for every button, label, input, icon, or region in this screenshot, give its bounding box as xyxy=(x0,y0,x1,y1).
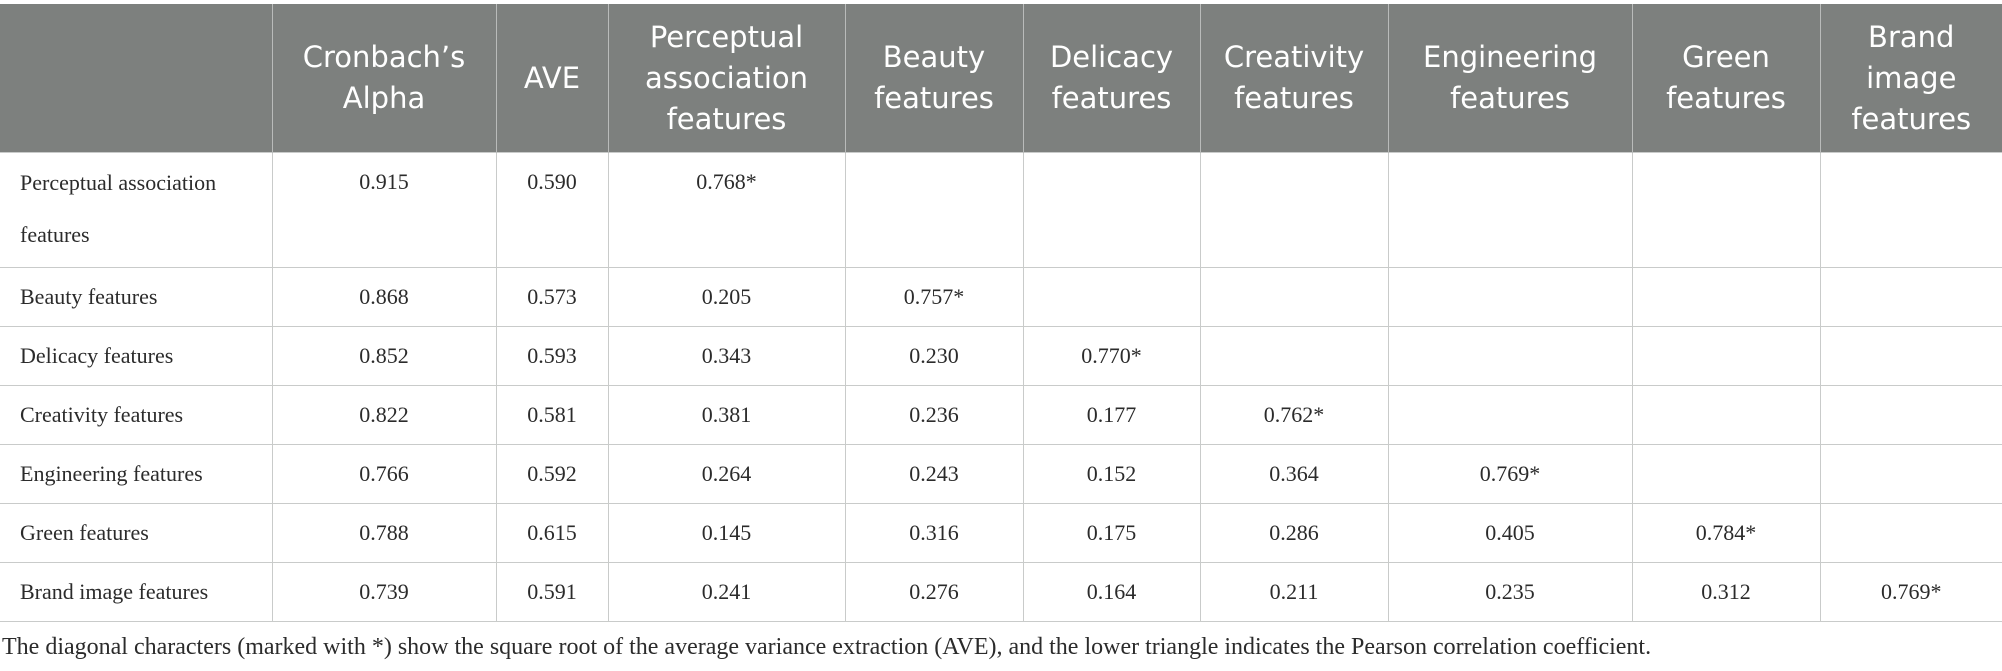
table-cell xyxy=(1819,267,2002,327)
table-cell: 0.230 xyxy=(844,326,1024,386)
table-cell: 0.164 xyxy=(1022,562,1201,622)
table-cell xyxy=(1631,267,1821,327)
table-cell xyxy=(1387,267,1633,327)
table-cell: 0.175 xyxy=(1022,503,1201,563)
table-cell: 0.768* xyxy=(607,152,846,268)
table-cell: 0.205 xyxy=(607,267,846,327)
table-cell: 0.286 xyxy=(1199,503,1389,563)
table-row: Engineering features 0.766 0.592 0.264 0… xyxy=(0,444,2002,504)
table-row: Creativity features 0.822 0.581 0.381 0.… xyxy=(0,385,2002,445)
row-label: Delicacy features xyxy=(0,326,273,386)
table-cell: 0.822 xyxy=(271,385,497,445)
table-cell: 0.152 xyxy=(1022,444,1201,504)
header-cell-beauty: Beauty features xyxy=(844,4,1024,153)
table-cell: 0.276 xyxy=(844,562,1024,622)
table-cell: 0.264 xyxy=(607,444,846,504)
table-cell: 0.769* xyxy=(1387,444,1633,504)
table-cell xyxy=(1819,503,2002,563)
table-cell xyxy=(1819,326,2002,386)
table-cell: 0.590 xyxy=(495,152,609,268)
table-cell xyxy=(1387,152,1633,268)
row-label: Perceptual association features xyxy=(0,152,273,268)
table-cell: 0.615 xyxy=(495,503,609,563)
table-cell: 0.852 xyxy=(271,326,497,386)
header-cell-creativity: Creativity features xyxy=(1199,4,1389,153)
table-cell: 0.241 xyxy=(607,562,846,622)
table-cell: 0.739 xyxy=(271,562,497,622)
table-cell xyxy=(1819,152,2002,268)
header-row: Cronbach’s Alpha AVE Perceptual associat… xyxy=(0,4,2002,153)
header-cell-perceptual-association: Perceptual association features xyxy=(607,4,846,153)
table-cell: 0.788 xyxy=(271,503,497,563)
table-cell: 0.593 xyxy=(495,326,609,386)
table-cell xyxy=(1631,444,1821,504)
table-cell xyxy=(1022,267,1201,327)
table-cell: 0.177 xyxy=(1022,385,1201,445)
table-cell xyxy=(1631,152,1821,268)
table-cell: 0.243 xyxy=(844,444,1024,504)
correlation-table: Cronbach’s Alpha AVE Perceptual associat… xyxy=(0,4,2002,622)
table-cell: 0.769* xyxy=(1819,562,2002,622)
header-cell-engineering: Engineering features xyxy=(1387,4,1633,153)
header-cell-delicacy: Delicacy features xyxy=(1022,4,1201,153)
table-cell: 0.235 xyxy=(1387,562,1633,622)
row-label: Green features xyxy=(0,503,273,563)
table-row: Delicacy features 0.852 0.593 0.343 0.23… xyxy=(0,326,2002,386)
header-cell-green: Green features xyxy=(1631,4,1821,153)
table-cell xyxy=(1631,326,1821,386)
table-cell xyxy=(844,152,1024,268)
table-cell xyxy=(1199,267,1389,327)
table-cell: 0.236 xyxy=(844,385,1024,445)
header-cell-cronbach-alpha: Cronbach’s Alpha xyxy=(271,4,497,153)
table-cell: 0.381 xyxy=(607,385,846,445)
table-cell xyxy=(1819,385,2002,445)
row-label: Creativity features xyxy=(0,385,273,445)
table-cell: 0.762* xyxy=(1199,385,1389,445)
table-row: Green features 0.788 0.615 0.145 0.316 0… xyxy=(0,503,2002,563)
table-cell: 0.573 xyxy=(495,267,609,327)
table-cell: 0.757* xyxy=(844,267,1024,327)
table-cell: 0.145 xyxy=(607,503,846,563)
row-label: Beauty features xyxy=(0,267,273,327)
table-cell xyxy=(1387,385,1633,445)
row-label: Engineering features xyxy=(0,444,273,504)
table-cell: 0.766 xyxy=(271,444,497,504)
table-cell: 0.343 xyxy=(607,326,846,386)
table-cell xyxy=(1631,385,1821,445)
table-cell: 0.316 xyxy=(844,503,1024,563)
table-cell xyxy=(1022,152,1201,268)
table-row: Beauty features 0.868 0.573 0.205 0.757* xyxy=(0,267,2002,327)
table-footnote: The diagonal characters (marked with *) … xyxy=(2,634,1652,660)
header-cell-blank xyxy=(0,4,273,153)
header-cell-brand-image: Brand image features xyxy=(1819,4,2002,153)
table-cell xyxy=(1819,444,2002,504)
table-cell: 0.868 xyxy=(271,267,497,327)
table-cell xyxy=(1387,326,1633,386)
table-cell: 0.592 xyxy=(495,444,609,504)
table-cell: 0.581 xyxy=(495,385,609,445)
table-row: Perceptual association features 0.915 0.… xyxy=(0,152,2002,268)
table-cell: 0.784* xyxy=(1631,503,1821,563)
table-cell: 0.211 xyxy=(1199,562,1389,622)
table-cell: 0.915 xyxy=(271,152,497,268)
table-cell: 0.364 xyxy=(1199,444,1389,504)
table-cell xyxy=(1199,152,1389,268)
row-label: Brand image features xyxy=(0,562,273,622)
table-cell: 0.591 xyxy=(495,562,609,622)
table-cell: 0.405 xyxy=(1387,503,1633,563)
table-cell xyxy=(1199,326,1389,386)
header-cell-ave: AVE xyxy=(495,4,609,153)
table-cell: 0.770* xyxy=(1022,326,1201,386)
table-row: Brand image features 0.739 0.591 0.241 0… xyxy=(0,562,2002,622)
table-cell: 0.312 xyxy=(1631,562,1821,622)
